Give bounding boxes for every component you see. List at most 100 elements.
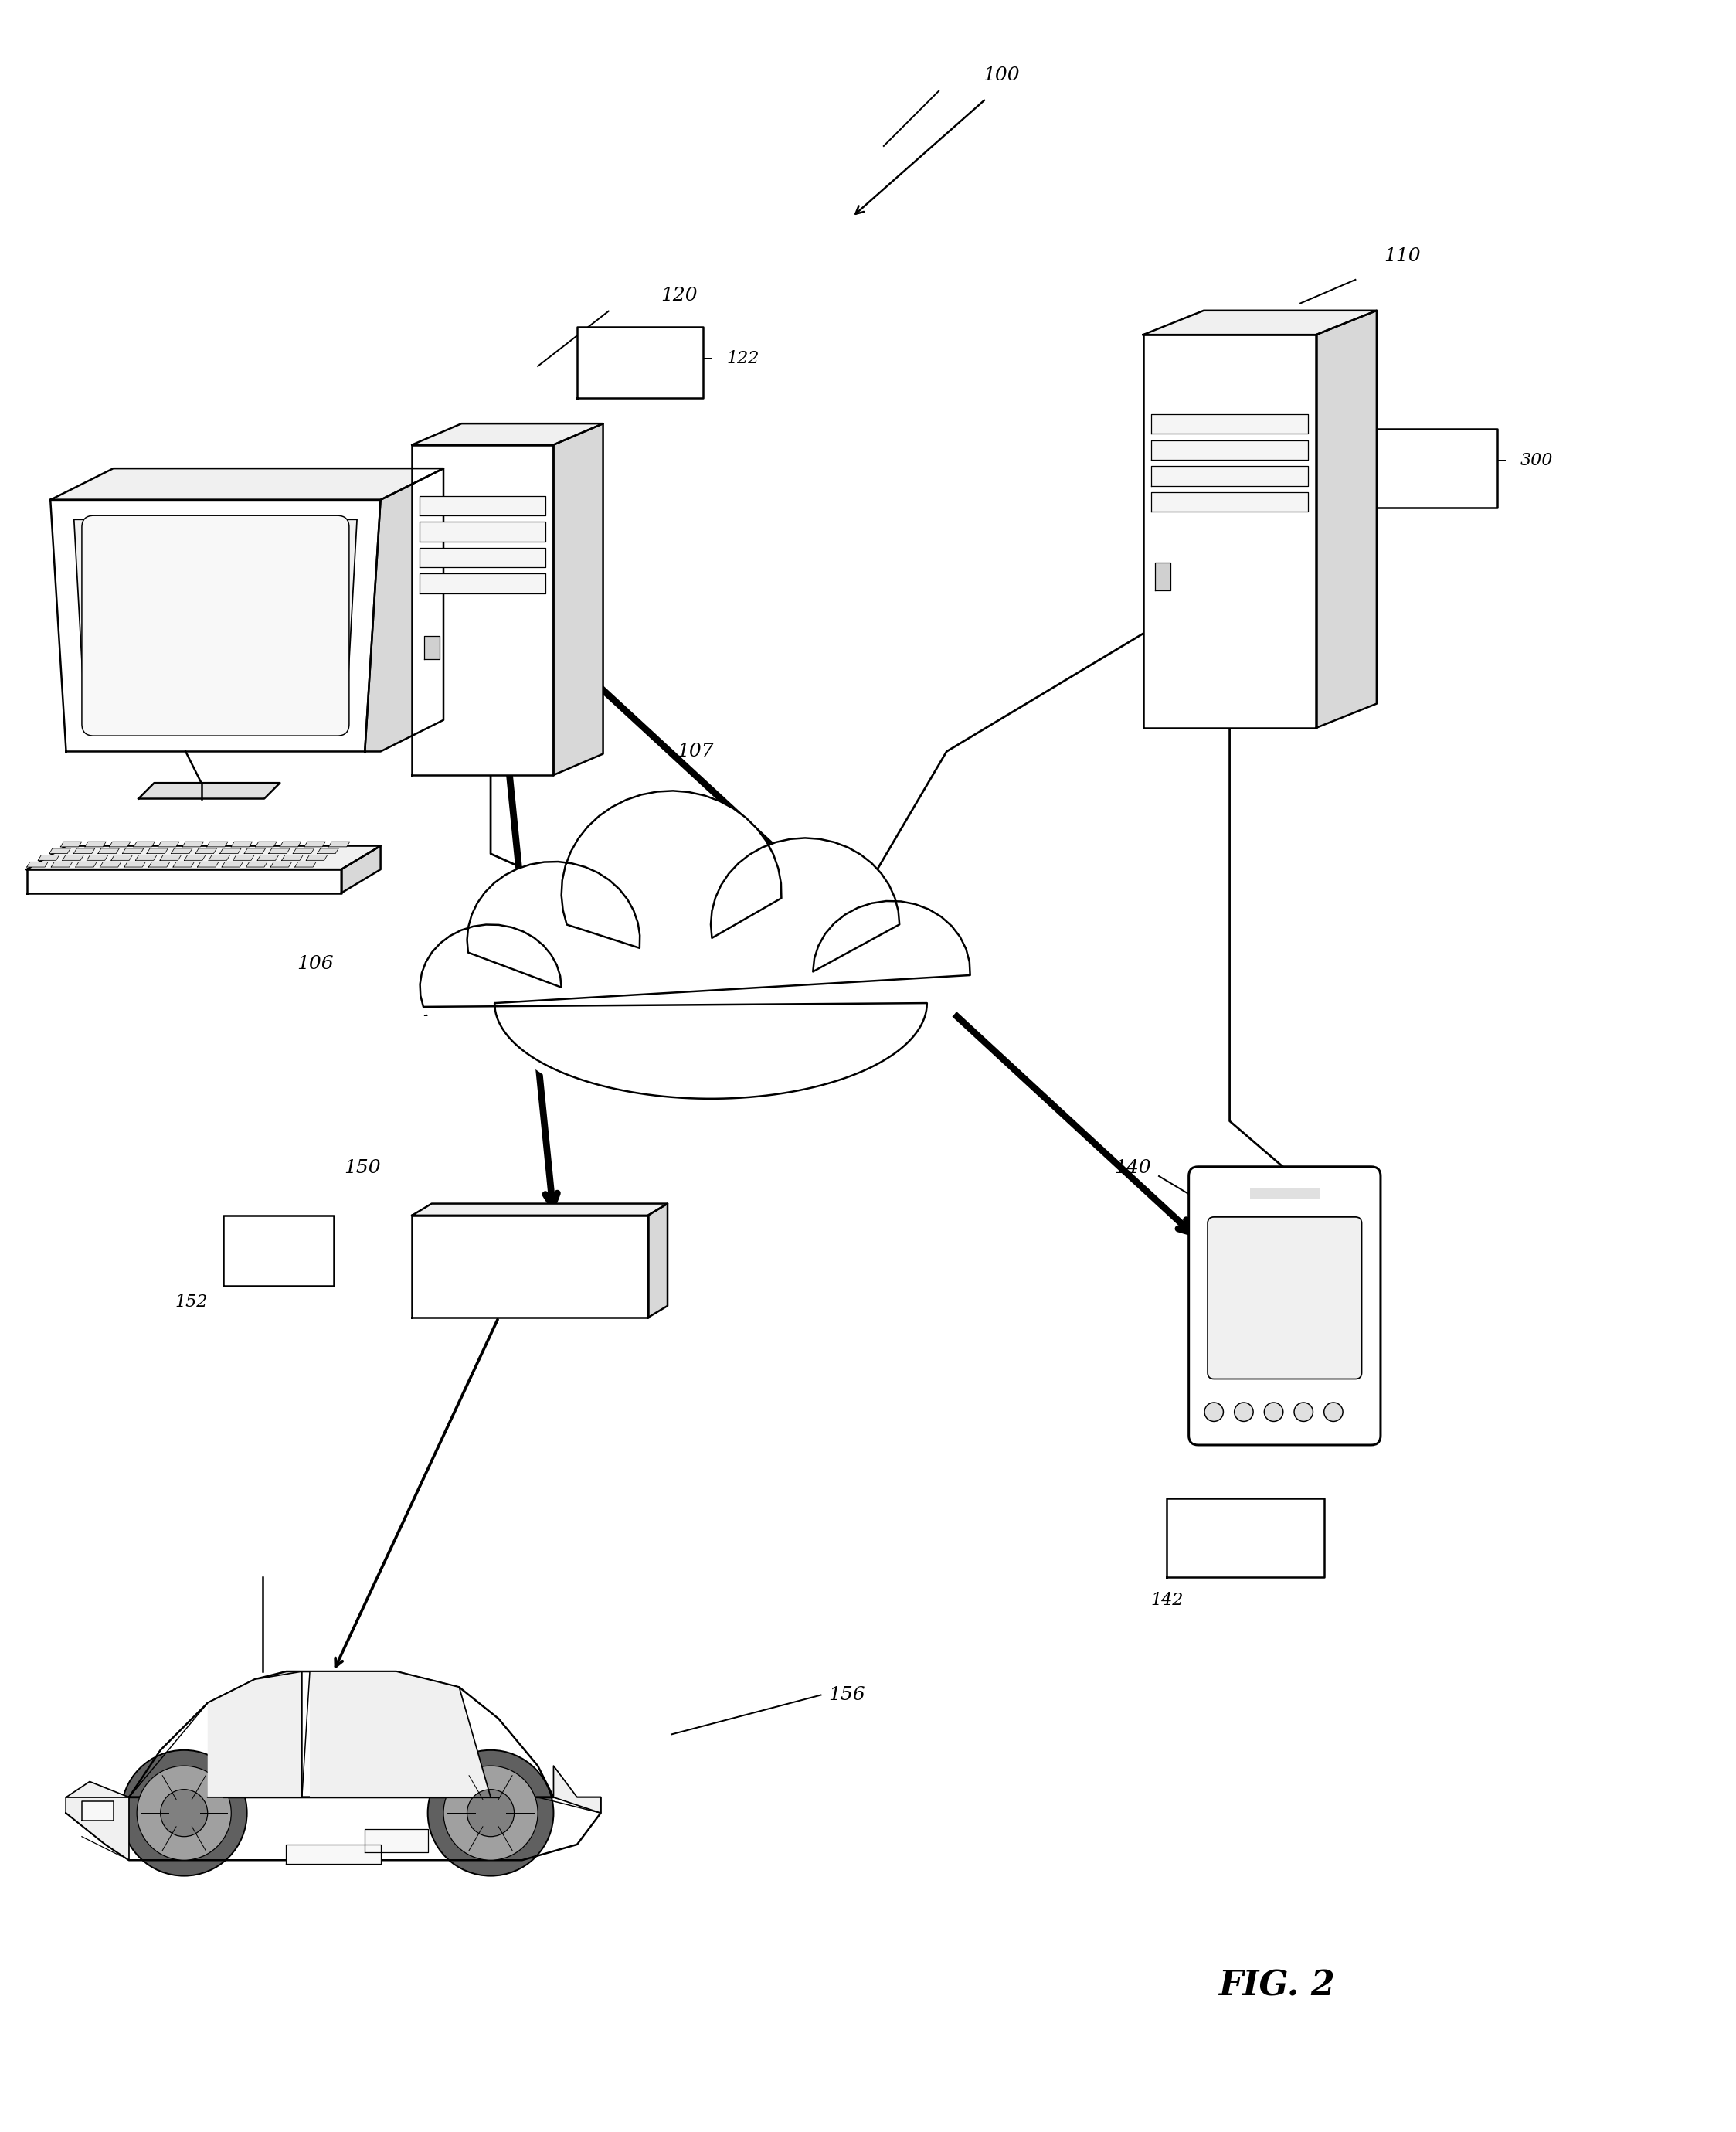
Polygon shape (148, 849, 168, 853)
Polygon shape (50, 861, 73, 868)
Polygon shape (420, 522, 545, 542)
Polygon shape (1316, 311, 1377, 727)
Ellipse shape (467, 861, 641, 1019)
Polygon shape (257, 855, 278, 861)
Polygon shape (420, 574, 545, 593)
Polygon shape (111, 855, 132, 861)
Polygon shape (174, 861, 194, 868)
Circle shape (122, 1750, 247, 1876)
Polygon shape (554, 424, 602, 776)
Polygon shape (411, 424, 602, 446)
Polygon shape (420, 497, 545, 516)
Polygon shape (26, 846, 380, 870)
Ellipse shape (495, 889, 927, 1117)
Polygon shape (38, 855, 59, 861)
Polygon shape (158, 842, 179, 846)
Polygon shape (233, 855, 253, 861)
Ellipse shape (420, 925, 561, 1051)
Polygon shape (411, 1215, 648, 1318)
Polygon shape (1250, 1188, 1319, 1200)
Circle shape (160, 1789, 208, 1836)
Circle shape (1234, 1403, 1253, 1422)
Polygon shape (293, 849, 314, 853)
Polygon shape (85, 842, 106, 846)
Polygon shape (50, 499, 380, 750)
Polygon shape (87, 855, 108, 861)
Text: 140: 140 (1115, 1160, 1151, 1177)
Polygon shape (49, 849, 71, 853)
Polygon shape (245, 849, 266, 853)
Circle shape (1325, 1403, 1344, 1422)
Text: 152: 152 (175, 1294, 208, 1311)
Polygon shape (101, 861, 122, 868)
Polygon shape (420, 548, 545, 567)
Polygon shape (411, 1205, 668, 1215)
Polygon shape (97, 849, 120, 853)
Polygon shape (231, 842, 252, 846)
Polygon shape (309, 1671, 491, 1797)
Polygon shape (1356, 429, 1496, 507)
Polygon shape (411, 446, 554, 776)
Polygon shape (328, 842, 351, 846)
Polygon shape (135, 855, 156, 861)
Polygon shape (61, 842, 82, 846)
Polygon shape (82, 1802, 113, 1821)
Polygon shape (109, 842, 130, 846)
Polygon shape (196, 849, 217, 853)
Polygon shape (76, 861, 97, 868)
Polygon shape (554, 1765, 601, 1812)
Polygon shape (269, 849, 290, 853)
Polygon shape (207, 842, 227, 846)
Polygon shape (306, 855, 328, 861)
Circle shape (467, 1789, 514, 1836)
Polygon shape (1151, 439, 1309, 461)
Text: 122: 122 (726, 350, 759, 367)
Polygon shape (1151, 492, 1309, 512)
Text: 142: 142 (1151, 1593, 1184, 1610)
Polygon shape (1144, 311, 1377, 335)
Text: 100: 100 (983, 66, 1021, 83)
Polygon shape (342, 846, 380, 893)
Polygon shape (26, 870, 342, 893)
Polygon shape (271, 861, 292, 868)
Polygon shape (365, 469, 443, 750)
FancyBboxPatch shape (1189, 1166, 1380, 1445)
Polygon shape (122, 849, 144, 853)
Circle shape (137, 1765, 231, 1861)
Polygon shape (198, 861, 219, 868)
Circle shape (1205, 1403, 1224, 1422)
Polygon shape (420, 791, 970, 1098)
Circle shape (1264, 1403, 1283, 1422)
Polygon shape (220, 849, 241, 853)
Ellipse shape (710, 838, 899, 1011)
Polygon shape (75, 520, 358, 731)
Polygon shape (295, 861, 316, 868)
Polygon shape (222, 861, 243, 868)
Circle shape (443, 1765, 538, 1861)
Polygon shape (149, 861, 170, 868)
Circle shape (427, 1750, 554, 1876)
Polygon shape (73, 849, 95, 853)
Polygon shape (304, 842, 325, 846)
Polygon shape (247, 861, 267, 868)
Polygon shape (279, 842, 300, 846)
Text: 110: 110 (1384, 247, 1422, 264)
Polygon shape (224, 1215, 333, 1286)
Text: 108: 108 (422, 1002, 460, 1019)
FancyBboxPatch shape (1208, 1217, 1361, 1379)
Polygon shape (125, 861, 146, 868)
Text: 106: 106 (297, 955, 333, 972)
Polygon shape (26, 861, 49, 868)
Polygon shape (255, 842, 276, 846)
Text: 120: 120 (661, 286, 698, 305)
Polygon shape (208, 855, 229, 861)
Text: 150: 150 (344, 1160, 380, 1177)
FancyBboxPatch shape (82, 516, 349, 736)
Ellipse shape (561, 791, 781, 996)
Text: 156: 156 (828, 1686, 866, 1703)
Text: FIG. 2: FIG. 2 (1219, 1970, 1335, 2002)
Polygon shape (1144, 335, 1316, 727)
Polygon shape (208, 1671, 302, 1797)
Polygon shape (286, 1844, 380, 1863)
Polygon shape (172, 849, 193, 853)
